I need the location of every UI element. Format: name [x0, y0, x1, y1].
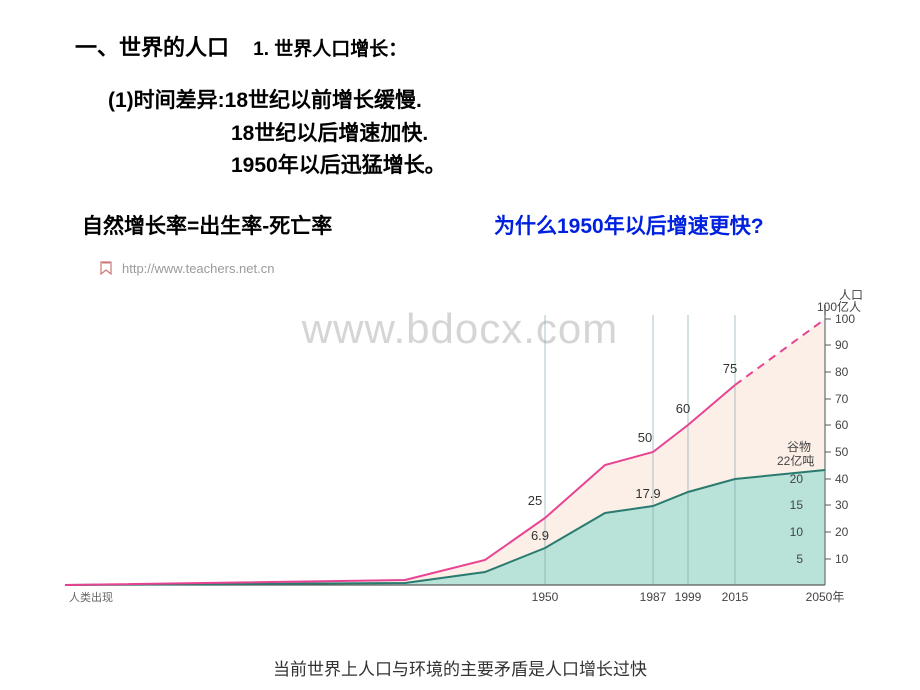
svg-text:30: 30 [835, 498, 849, 512]
svg-text:人类出现: 人类出现 [69, 590, 113, 604]
svg-text:75: 75 [723, 361, 737, 376]
svg-text:60: 60 [676, 401, 690, 416]
svg-text:60: 60 [835, 418, 849, 432]
question-text: 为什么1950年以后增速更快? [494, 210, 764, 240]
body-line-1: (1)时间差异:18世纪以前增长缓慢. [108, 85, 446, 118]
heading-main: 一、世界的人口 [75, 35, 229, 60]
body-line-2: 18世纪以后增速加快. [108, 118, 446, 151]
svg-text:谷物: 谷物 [787, 440, 811, 454]
heading-sub: 1. 世界人口增长： [253, 39, 407, 60]
svg-text:100: 100 [835, 312, 855, 326]
svg-text:20: 20 [835, 525, 849, 539]
svg-text:10: 10 [835, 552, 849, 566]
formula-text: 自然增长率=出生率-死亡率 [82, 210, 332, 240]
svg-text:50: 50 [835, 445, 849, 459]
svg-text:70: 70 [835, 392, 849, 406]
source-url-bar: http://www.teachers.net.cn [98, 260, 274, 276]
svg-text:2015: 2015 [722, 590, 749, 604]
body-text-block: (1)时间差异:18世纪以前增长缓慢. 18世纪以后增速加快. 1950年以后迅… [108, 85, 446, 183]
svg-text:22亿吨: 22亿吨 [777, 453, 814, 468]
body-line-3: 1950年以后迅猛增长。 [108, 150, 446, 183]
svg-text:10: 10 [790, 525, 804, 539]
chart-caption: 当前世界上人口与环境的主要矛盾是人口增长过快 [0, 655, 920, 680]
svg-text:6.9: 6.9 [531, 528, 549, 543]
population-grain-chart: 1950 1987 1999 2015 2050年 10 20 30 40 50 60 70 80 90 1… [65, 285, 870, 645]
svg-text:1950: 1950 [532, 590, 559, 604]
svg-text:5: 5 [796, 552, 803, 566]
svg-text:80: 80 [835, 365, 849, 379]
svg-text:50: 50 [638, 430, 652, 445]
bookmark-icon [98, 260, 114, 276]
source-url-text: http://www.teachers.net.cn [122, 261, 274, 276]
svg-text:15: 15 [790, 498, 804, 512]
svg-text:17.9: 17.9 [635, 486, 660, 501]
svg-text:40: 40 [835, 472, 849, 486]
svg-text:1999: 1999 [675, 590, 702, 604]
section-heading: 一、世界的人口 1. 世界人口增长： [75, 30, 407, 62]
svg-text:2050年: 2050年 [806, 590, 845, 604]
svg-text:25: 25 [528, 493, 542, 508]
svg-text:90: 90 [835, 338, 849, 352]
svg-text:1987: 1987 [640, 590, 667, 604]
svg-text:100亿人: 100亿人 [817, 299, 861, 314]
